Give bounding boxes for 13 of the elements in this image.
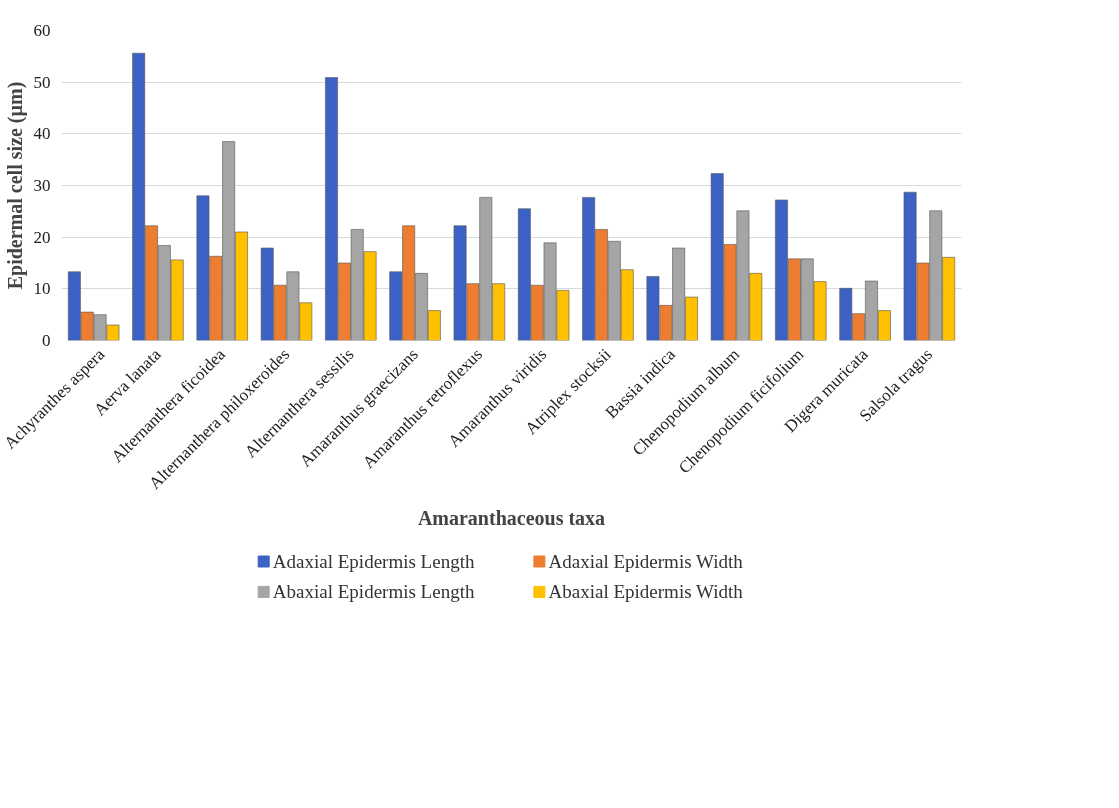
legend-label: Adaxial Epidermis Width [548, 551, 744, 572]
legend-label: Abaxial Epidermis Length [272, 581, 475, 603]
y-tick-label: 50 [33, 72, 51, 92]
y-axis-title: Epidermal cell size (µm) [3, 81, 27, 290]
y-tick-label: 60 [33, 21, 51, 40]
y-tick-label: 20 [33, 227, 51, 247]
legend-label: Abaxial Epidermis Width [548, 581, 744, 603]
y-tick-label: 40 [33, 124, 51, 144]
legend-label: Adaxial Epidermis Length [272, 551, 475, 572]
y-tick-label: 30 [33, 176, 51, 195]
x-axis-title: Amaranthaceous taxa [417, 507, 606, 530]
y-tick-label: 10 [33, 279, 51, 299]
y-tick-label: 0 [42, 331, 51, 350]
